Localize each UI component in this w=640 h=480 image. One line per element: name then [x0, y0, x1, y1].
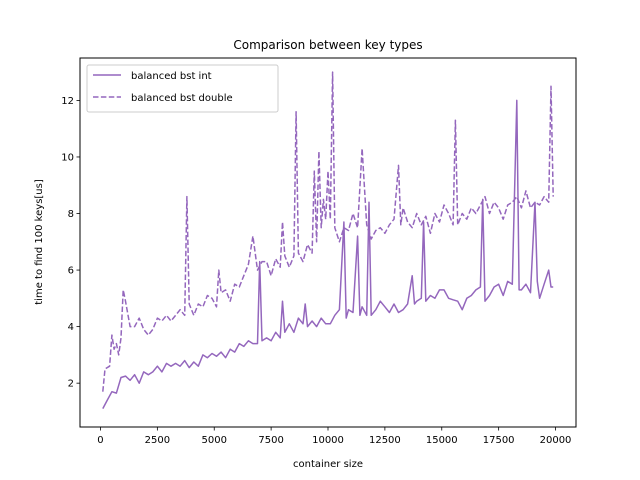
- series-line-double: [102, 71, 554, 392]
- x-tick-label: 12500: [369, 435, 401, 446]
- y-tick-label: 12: [61, 96, 74, 107]
- y-tick-label: 4: [68, 322, 74, 333]
- series-line-int: [102, 99, 554, 409]
- x-tick-label: 17500: [483, 435, 515, 446]
- y-axis-label: time to find 100 keys[us]: [34, 179, 45, 305]
- x-tick-label: 7500: [258, 435, 283, 446]
- y-tick-label: 8: [68, 209, 74, 220]
- legend-box: [86, 64, 279, 113]
- y-tick-label: 2: [68, 379, 74, 390]
- x-axis-ticks: 0 2500 5000 7500 10000 12500 15000 17500 20000: [97, 427, 571, 446]
- y-tick-label: 6: [68, 266, 74, 277]
- x-tick-label: 10000: [312, 435, 344, 446]
- legend-label-double: balanced bst double: [131, 93, 233, 104]
- y-tick-label: 10: [61, 152, 74, 163]
- y-axis-ticks: 2 4 6 8 10 12: [61, 96, 80, 390]
- x-tick-label: 0: [97, 435, 103, 446]
- x-tick-label: 2500: [145, 435, 170, 446]
- x-tick-label: 20000: [540, 435, 572, 446]
- legend: balanced bst int balanced bst double: [86, 64, 279, 113]
- x-tick-label: 15000: [426, 435, 458, 446]
- x-axis-label: container size: [293, 459, 363, 470]
- plot-lines: [102, 71, 554, 409]
- chart-title: Comparison between key types: [233, 38, 422, 52]
- legend-label-int: balanced bst int: [131, 71, 212, 82]
- x-tick-label: 5000: [202, 435, 227, 446]
